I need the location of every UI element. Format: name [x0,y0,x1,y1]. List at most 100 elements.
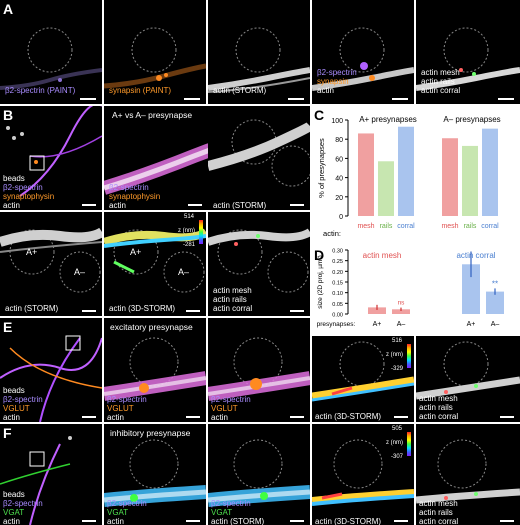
significance-label: ns [398,300,406,307]
bar [368,307,386,314]
label-a5-2: actin rails [421,77,455,86]
panel-e3: β2-spectrin VGLUT actin [208,318,310,422]
image-a3 [208,27,310,93]
label-e5-3: actin corral [419,412,459,421]
y-axis-label: size (2D proj, µm²) [317,255,324,309]
y-tick-label: 60 [335,156,343,163]
bar [398,126,414,216]
y-tick-label: 0.15 [332,281,343,287]
group-title: A– presynapses [443,115,500,124]
scale-bar [500,416,514,418]
y-tick-label: 0 [339,214,343,221]
label-e2-3: actin [107,413,124,422]
colorbar-top: 516 [392,338,403,344]
label-e1-3: VGLUT [3,404,30,413]
label-f3-3: actin (STORM) [211,517,265,525]
image-b6 [208,228,310,293]
scale-bar [186,520,200,522]
scale-bar [82,520,96,522]
group-title: actin corral [456,251,495,260]
label-a4-3: actin [317,86,334,95]
panel-b1: B beads β2-spectrin synaptophysin actin [0,106,102,210]
chart-d-svg: 0.00 0.05 0.10 0.15 0.20 0.25 0.30 size (2D pro… [317,249,504,328]
label-f1-3: VGAT [3,508,25,517]
bar [462,264,480,314]
bar [378,161,394,216]
label-e4-1: actin (3D-STORM) [315,412,382,421]
colorbar-unit: z (nm) [386,352,403,358]
panel-label-e: E [3,319,13,335]
bar [462,145,478,216]
colorbar-bottom: -329 [391,366,404,372]
panel-b5: A+ A– 514 z (nm) -281 actin (3D-STORM) [104,212,206,316]
scale-bar [186,416,200,418]
panel-f4: 505 z (nm) -307 actin (3D-STORM) [312,424,414,525]
label-a3: actin (STORM) [213,86,267,95]
label-f1-1: beads [3,490,25,499]
panel-label-c: C [314,107,325,123]
scale-bar [394,416,408,418]
panel-e5: actin mesh actin rails actin corral [416,336,520,422]
panel-label-b: B [3,107,14,123]
label-e3-1: β2-spectrin [211,395,251,404]
image-f2 [104,439,206,507]
panel-label-a: A [3,1,14,17]
colorbar [407,432,411,456]
image-a2 [104,27,206,89]
panel-f2: inhibitory presynapse β2-spectrin VGAT a… [104,424,206,525]
colorbar-bottom: -281 [183,242,196,248]
bar [482,128,498,216]
x-tick-label: A– [491,321,500,328]
label-aplus: A+ [130,247,142,257]
scale-bar [80,98,96,100]
label-aplus: A+ [26,247,38,257]
scale-bar [498,98,514,100]
label-f5-2: actin rails [419,508,453,517]
image-e5 [416,341,520,400]
x-tick-label: A– [397,321,406,328]
scale-bar [290,520,304,522]
scale-bar [188,204,202,206]
bar [392,309,410,314]
label-f3-2: VGAT [211,508,233,517]
y-tick-label: 0.25 [332,259,343,265]
label-a5-1: actin mesh [421,68,460,77]
scale-bar [82,416,96,418]
label-f2-2: VGAT [107,508,129,517]
y-tick-label: 0.00 [332,313,343,319]
x-tick-label: A+ [467,321,476,328]
label-f3-1: β2-spectrin [211,499,251,508]
group-title: actin mesh [363,251,402,260]
image-e4 [312,341,414,402]
label-b1-2: β2-spectrin [3,183,43,192]
panel-f1: F beads β2-spectrin VGAT actin [0,424,102,525]
scale-bar [82,204,96,206]
panel-a3: actin (STORM) [208,0,310,104]
chart-c-svg: 0 20 40 60 80 100 % of presynapses actin: A+ pre… [317,115,501,238]
bar [442,138,458,216]
label-e1-1: beads [3,386,25,395]
panel-e4: 516 z (nm) -329 actin (3D-STORM) [312,336,414,422]
label-e3-3: actin [211,413,228,422]
panel-e1: E beads β2-spectrin VGLUT actin [0,318,102,422]
label-b3-1: actin (STORM) [213,201,267,210]
scale-bar [394,520,408,522]
colorbar-bottom: -307 [391,454,404,460]
x-tick-label: rails [464,223,477,230]
panel-f-title: inhibitory presynapse [110,428,191,438]
label-aminus: A– [74,267,86,277]
image-f5 [416,439,520,504]
y-tick-label: 0.05 [332,302,343,308]
panel-a2: synapsin (PAINT) [104,0,206,104]
panel-b4: A+ A– actin (STORM) [0,212,102,316]
panel-a1: A β2-spectrin (PAINT) [0,0,102,104]
scale-bar [82,310,96,312]
label-a5-3: actin corral [421,86,461,95]
label-b4-1: actin (STORM) [5,304,59,313]
panel-b6: actin mesh actin rails actin corral [208,212,310,316]
panel-e-title: excitatory presynapse [110,322,193,332]
image-f4 [312,439,414,506]
scale-bar [290,416,304,418]
scale-bar [290,310,304,312]
label-e2-1: β2-spectrin [107,395,147,404]
